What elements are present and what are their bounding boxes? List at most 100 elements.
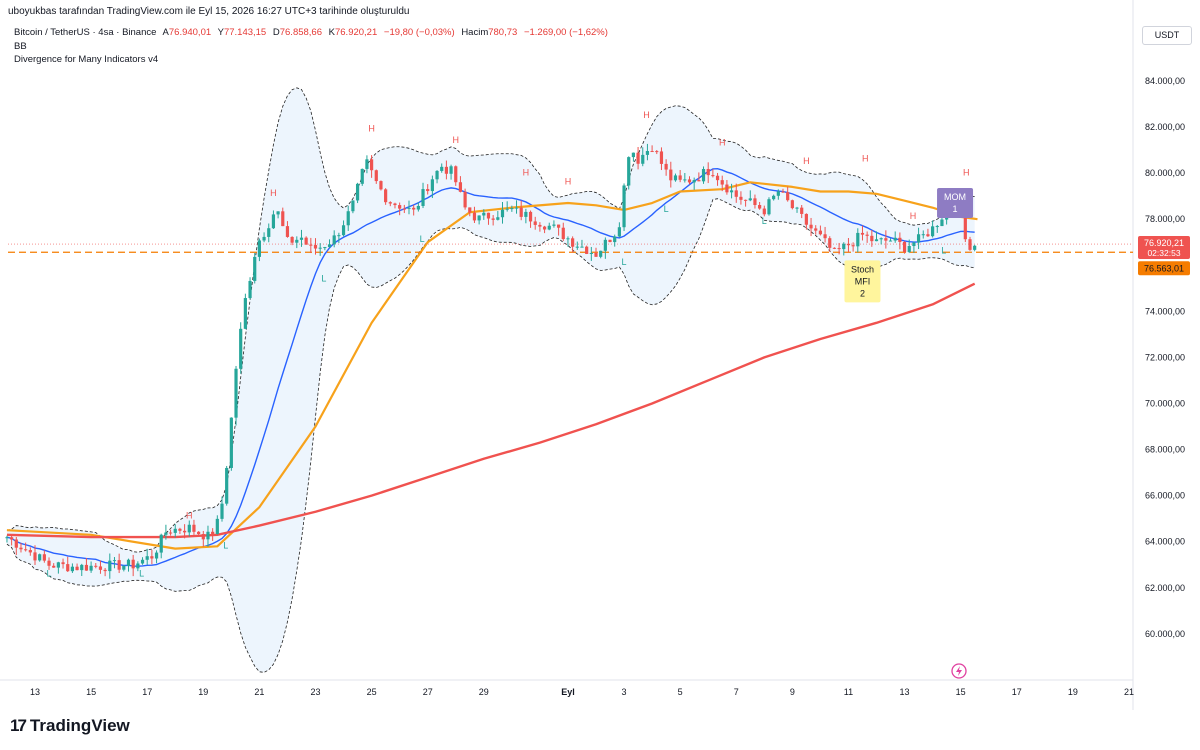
candle-body [650,151,654,153]
candle-body [542,226,547,230]
indicator-divergence[interactable]: Divergence for Many Indicators v4 [14,54,159,65]
divergence-high-label: H [186,511,193,521]
candle-body [533,221,537,225]
y-tick-label: 68.000,00 [1145,445,1185,455]
candle-body [80,564,84,571]
x-tick-label: 15 [86,687,96,697]
tradingview-branding[interactable]: 17 TradingView [10,716,130,736]
candle-body [435,170,439,180]
divergence-low-label: L [664,204,669,214]
candle-body [52,565,56,568]
candle-body [430,179,434,192]
candle-body [309,244,313,246]
candle-body [327,244,332,248]
candle-body [388,202,392,204]
candle-body [271,214,276,229]
x-tick-label: 19 [198,687,208,697]
low-value: 76.858,66 [279,27,322,38]
tradingview-logo-icon: 17 [10,716,27,735]
y-tick-label: 64.000,00 [1145,537,1185,547]
indicator-bb[interactable]: BB [14,40,27,52]
candle-body [482,212,486,216]
candle-body [318,247,322,249]
candle-body [384,189,388,203]
candle-body [599,250,603,257]
divergence-high-label: H [910,211,917,221]
candle-body [253,256,257,281]
y-tick-label: 62.000,00 [1145,583,1185,593]
candle-body [355,183,360,201]
candle-body [645,151,650,155]
high-label: Y [217,27,224,38]
candle-body [940,219,944,227]
candle-body [575,246,579,248]
y-tick-label: 78.000,00 [1145,214,1185,224]
candle-body [159,534,163,553]
candle-body [538,224,542,227]
open-value: 76.940,01 [168,27,212,38]
x-tick-label: 25 [367,687,377,697]
candle-body [243,298,247,329]
candle-body [580,246,584,248]
candle-body [968,239,972,250]
candle-body [832,247,837,249]
candle-body [547,225,551,230]
candle-body [70,566,74,572]
candle-body [589,252,593,254]
candle-body [281,211,285,227]
high-value: 77.143,15 [223,27,267,38]
candle-body [486,212,491,219]
candle-body [477,215,481,221]
divergence-high-label: H [862,154,869,164]
x-tick-label: 7 [734,687,739,697]
candle-body [505,208,509,210]
candle-body [140,559,145,564]
candle-body [463,191,467,208]
low-label: D [272,27,280,38]
x-tick-label: 23 [310,687,320,697]
candle-body [706,168,710,176]
candle-body [655,151,659,153]
lightning-bolt-icon [956,666,962,676]
candle-body [206,531,210,540]
candle-body [211,531,215,534]
candle-body [931,226,935,237]
candle-body [715,175,720,181]
divergence-high-label: H [643,110,650,120]
candle-body [758,205,762,209]
candle-body [552,224,556,226]
candle-body [856,232,860,247]
candle-body [786,192,790,201]
candle-body [608,239,612,243]
x-tick-label: 3 [622,687,627,697]
candle-body [753,198,757,206]
chart-legend: Bitcoin / TetherUS · 4sa · Binance A76.9… [14,26,612,67]
candle-body [47,560,51,566]
candle-body [907,246,911,252]
open-label: A [162,27,169,38]
y-tick-label: 60.000,00 [1145,629,1185,639]
x-tick-label: 19 [1068,687,1078,697]
candle-body [295,239,299,243]
candle-body [846,243,851,246]
x-tick-label: 15 [956,687,966,697]
x-tick-label: 17 [142,687,152,697]
currency-button[interactable]: USDT [1142,26,1192,45]
candle-body [842,243,846,250]
candle-body [776,191,780,196]
divergence-annotation-text: MOM [944,192,966,202]
candle-body [337,235,341,237]
candle-body [617,227,621,237]
x-tick-label: 21 [254,687,264,697]
candle-body [823,234,827,239]
candle-body [528,211,533,222]
divergence-low-label: L [139,568,144,578]
candle-body [557,224,561,228]
symbol-name[interactable]: Bitcoin / TetherUS · 4sa · Binance [14,27,157,38]
candle-body [197,531,201,535]
divergence-low-label: L [223,541,228,551]
x-tick-label: 11 [844,687,853,697]
candle-body [701,168,706,182]
candle-body [860,232,865,235]
